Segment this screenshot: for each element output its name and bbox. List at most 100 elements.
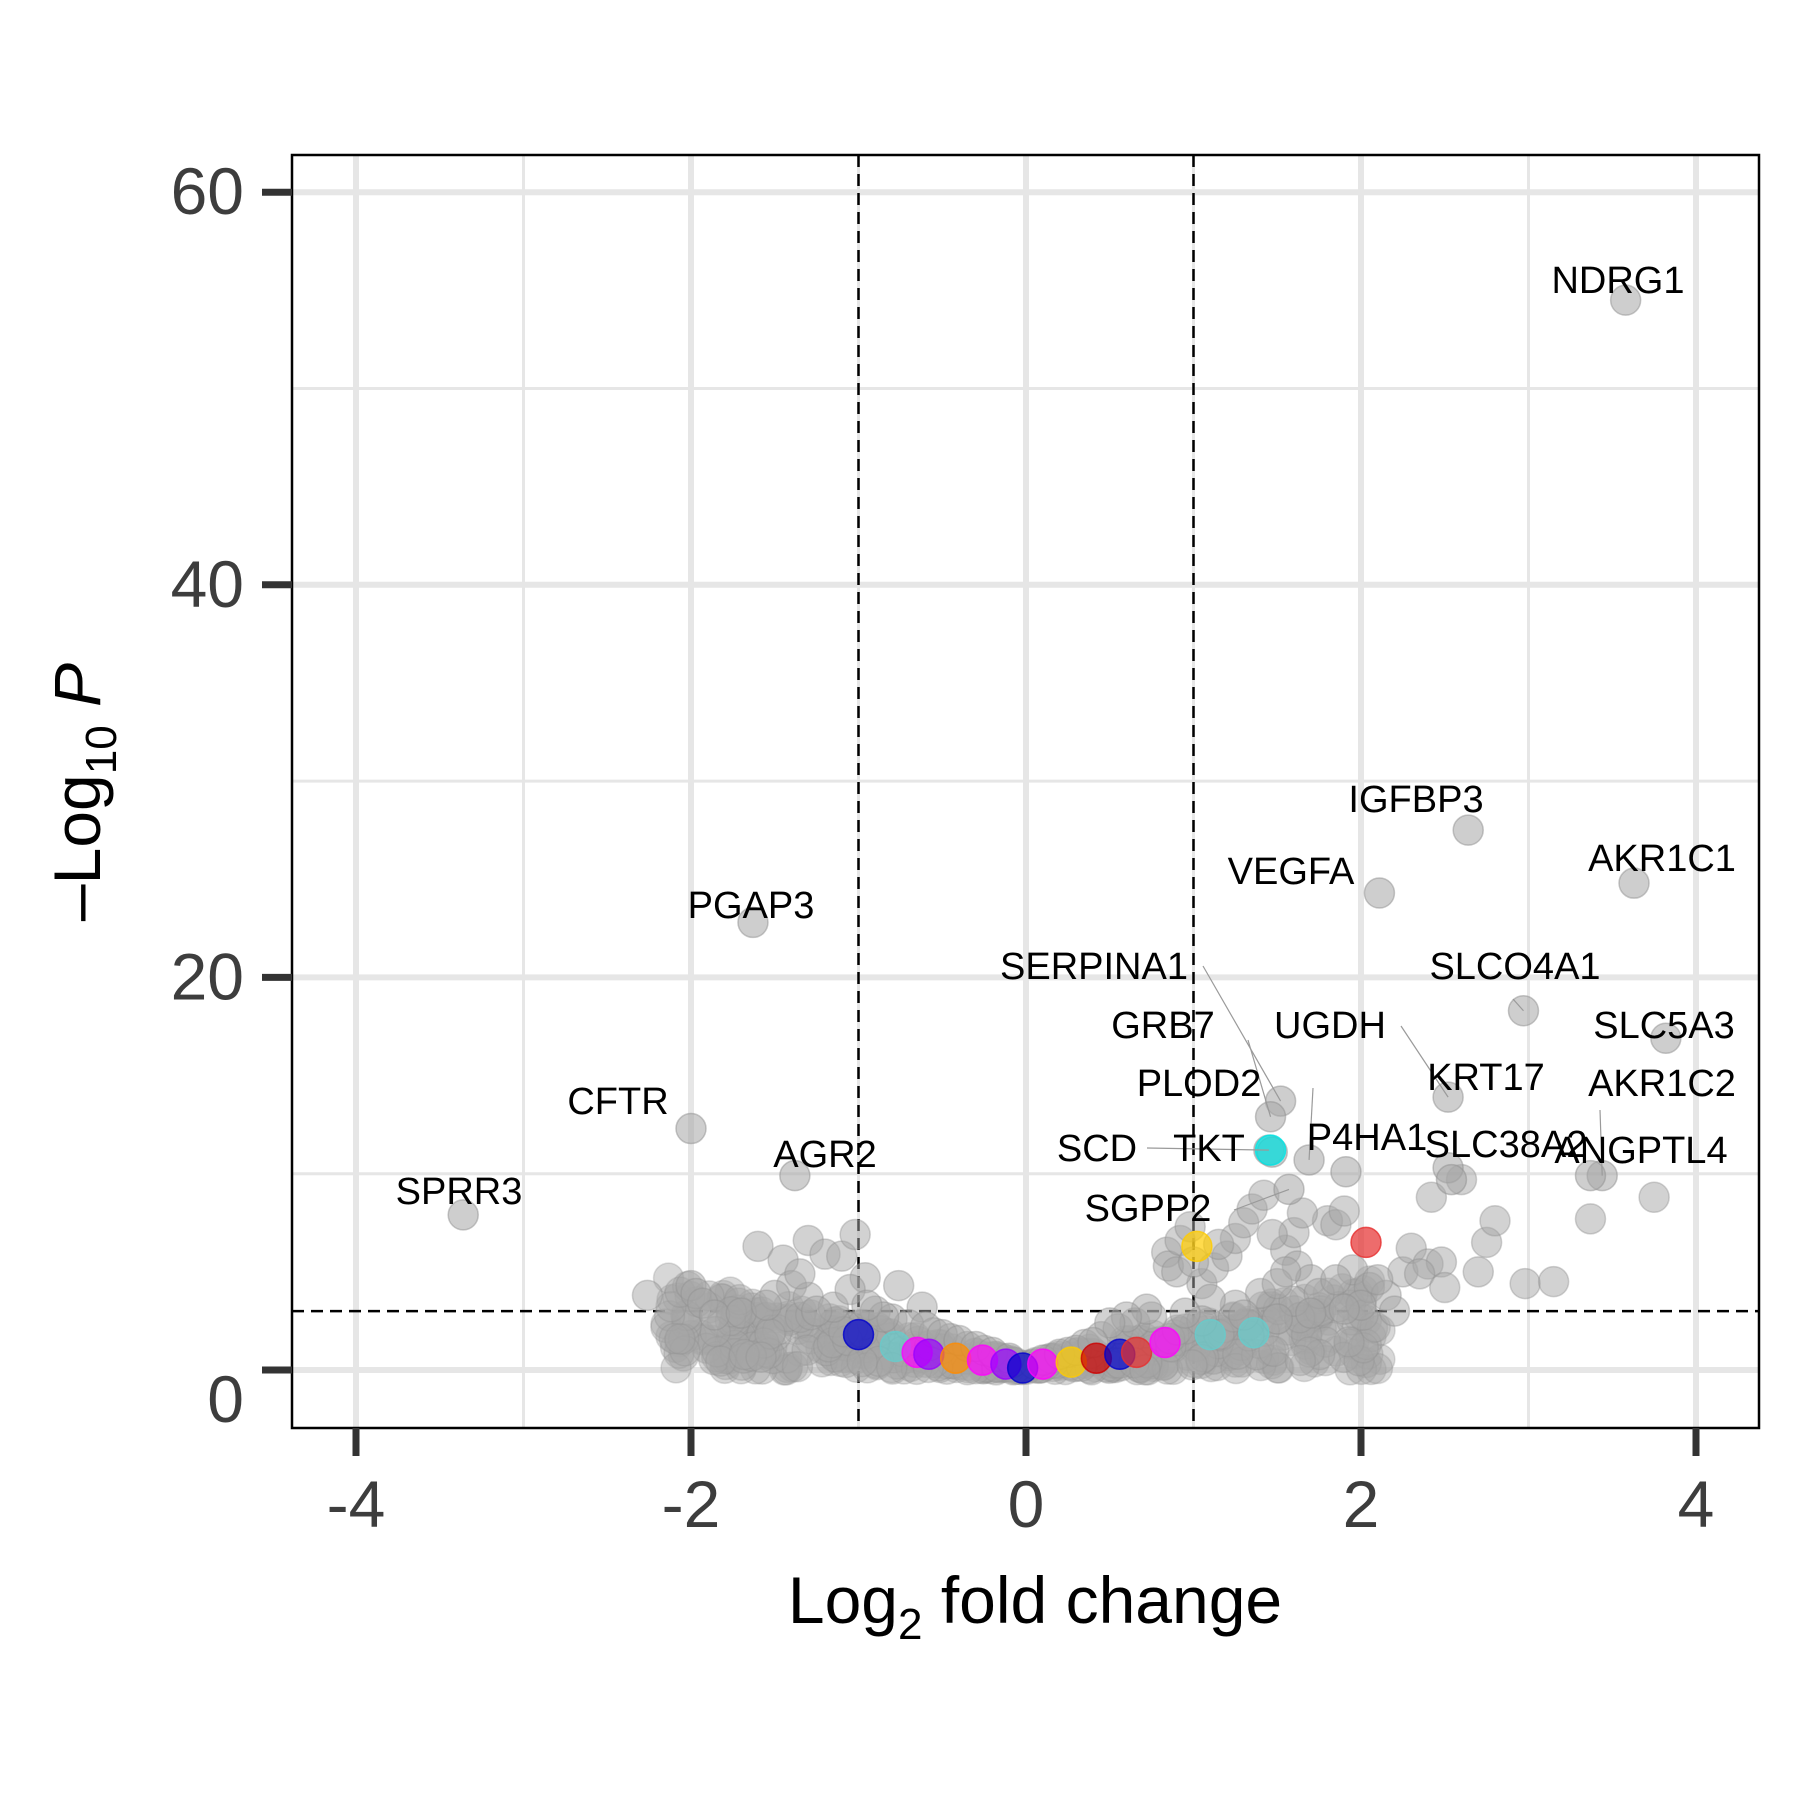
background-point <box>756 1331 788 1364</box>
background-point <box>1293 1336 1325 1368</box>
background-point <box>1257 1344 1289 1377</box>
data-point <box>1286 1197 1319 1229</box>
background-point <box>1201 1349 1234 1382</box>
background-point <box>1345 1353 1378 1386</box>
background-point <box>768 1354 801 1386</box>
background-point <box>851 1352 884 1384</box>
background-point <box>812 1331 845 1363</box>
gene-label-ndrg1: NDRG1 <box>1551 260 1684 302</box>
label-connector <box>1599 1109 1603 1176</box>
labeled-point-sprr3 <box>447 1199 479 1231</box>
data-point <box>742 1230 774 1263</box>
y-axis-title: –Log10 P <box>40 663 126 921</box>
data-point <box>882 1269 915 1302</box>
gene-label-scd: SCD <box>1057 1128 1137 1170</box>
labeled-point-agr2 <box>779 1159 811 1192</box>
gene-labels: NDRG1 IGFBP3 AKR1C1 VEGFA PGAP3 SLCO4A1 SLC5A3… <box>396 260 1736 1230</box>
gene-label-pgap3: PGAP3 <box>688 885 815 927</box>
data-point <box>800 1295 833 1327</box>
background-point <box>1350 1328 1382 1361</box>
background-point <box>719 1337 752 1370</box>
highlighted-point <box>1120 1336 1153 1369</box>
background-point <box>709 1352 741 1385</box>
labeled-point-angptl4 <box>1574 1159 1607 1192</box>
data-point <box>631 1279 664 1312</box>
background-point <box>784 1335 816 1368</box>
highlighted-point <box>842 1318 875 1351</box>
background-point <box>1289 1328 1322 1361</box>
background-point <box>770 1342 803 1374</box>
background-point <box>1220 1352 1252 1385</box>
background-point <box>719 1329 751 1362</box>
background-point <box>753 1337 785 1369</box>
data-point <box>1537 1265 1570 1298</box>
background-point <box>736 1331 768 1363</box>
background-point <box>1347 1332 1380 1364</box>
background-point <box>1177 1346 1210 1379</box>
background-point <box>745 1341 777 1373</box>
background-point <box>708 1342 741 1375</box>
background-point <box>669 1335 701 1367</box>
data-point <box>1261 1303 1293 1335</box>
background-point <box>734 1341 767 1373</box>
data-point <box>1638 1181 1670 1214</box>
background-point <box>1355 1320 1387 1353</box>
background-point <box>770 1354 803 1386</box>
data-point <box>1378 1295 1411 1327</box>
gene-label-igfbp3: IGFBP3 <box>1348 779 1483 821</box>
highlighted-point <box>913 1338 945 1371</box>
gene-label-akr1c2: AKR1C2 <box>1588 1063 1736 1105</box>
data-point <box>1429 1271 1461 1304</box>
labeled-point-cftr <box>675 1112 707 1145</box>
background-point <box>1295 1334 1328 1366</box>
background-point <box>1288 1350 1320 1383</box>
label-connector <box>1400 1025 1449 1098</box>
gene-label-vegfa: VEGFA <box>1228 851 1355 893</box>
background-point <box>748 1338 780 1370</box>
labeled-point-slc38a2 <box>1435 1163 1468 1196</box>
background-point <box>1333 1328 1366 1360</box>
gene-label-serpina1: SERPINA1 <box>1000 946 1188 988</box>
data-point <box>1269 1256 1302 1288</box>
x-tick-label: -4 <box>327 1467 386 1541</box>
background-point <box>650 1308 682 1340</box>
background-point <box>1185 1347 1217 1380</box>
label-connector <box>1146 1147 1269 1151</box>
gene-label-tkt: TKT <box>1173 1128 1245 1170</box>
background-point <box>1327 1341 1360 1374</box>
background-point <box>777 1351 809 1383</box>
background-point <box>840 1351 873 1383</box>
background-point <box>701 1336 733 1368</box>
background-point <box>726 1349 758 1381</box>
data-point <box>839 1218 871 1251</box>
background-point <box>1333 1326 1365 1358</box>
data-point <box>1574 1203 1607 1235</box>
highlighted-point <box>1149 1326 1181 1359</box>
gene-label-krt17: KRT17 <box>1427 1057 1545 1099</box>
background-point <box>1316 1321 1348 1353</box>
labeled-point-ndrg1 <box>1609 284 1642 316</box>
data-point <box>1295 1297 1327 1329</box>
gene-label-akr1c1: AKR1C1 <box>1588 838 1736 880</box>
background-point <box>1350 1346 1383 1379</box>
background-point <box>1219 1346 1252 1378</box>
background-point <box>725 1353 757 1385</box>
background-point <box>675 1319 707 1352</box>
background-point <box>1352 1338 1384 1370</box>
background-point <box>712 1337 744 1370</box>
y-tick-label: 40 <box>171 547 244 621</box>
background-point <box>1258 1335 1290 1368</box>
x-axis: -4 -2 0 2 4 <box>327 1428 1714 1541</box>
background-point <box>810 1335 843 1367</box>
background-point <box>728 1338 760 1371</box>
background-point <box>773 1304 805 1337</box>
x-axis-title: Log2 fold change <box>788 1563 1282 1649</box>
background-point <box>1364 1343 1396 1376</box>
background-point <box>667 1340 700 1372</box>
background-point <box>743 1330 776 1363</box>
background-point <box>1195 1350 1227 1383</box>
background-point <box>828 1341 861 1374</box>
gene-label-p4ha1: P4HA1 <box>1307 1117 1427 1159</box>
y-axis: 0 20 40 60 <box>171 154 292 1436</box>
